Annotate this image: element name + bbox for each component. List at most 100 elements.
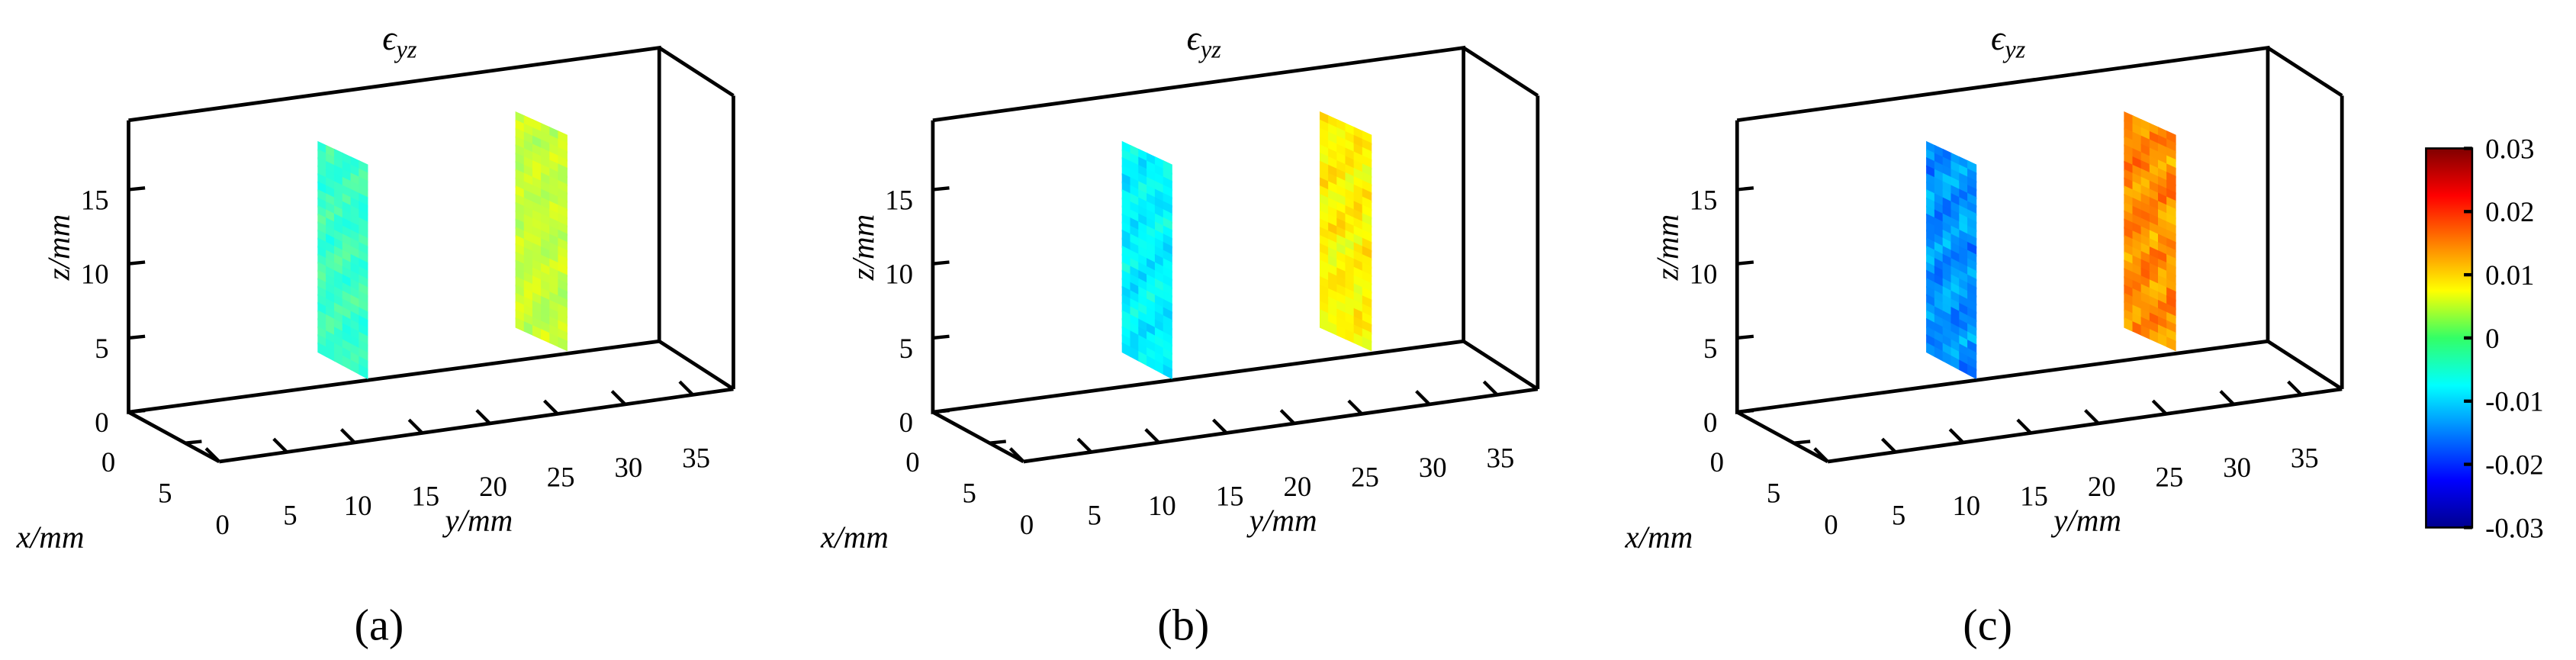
y-tick-label: 35 xyxy=(682,442,710,473)
z-tick-label: 5 xyxy=(899,333,913,364)
x-axis-line xyxy=(127,410,220,464)
top-right-edge xyxy=(1462,46,1539,98)
x-axis-label: x/mm xyxy=(1624,519,1693,554)
y-tick-mark xyxy=(1144,428,1160,444)
z-axis-label: z/mm xyxy=(845,214,880,282)
z-tick-mark xyxy=(1737,334,1754,340)
z-tick-mark xyxy=(932,186,950,192)
back-wall xyxy=(931,45,1465,414)
y-tick-mark xyxy=(2219,390,2235,406)
x-tick-mark xyxy=(1737,408,1754,414)
y-tick-label: 0 xyxy=(1020,509,1034,540)
z-tick-label: 15 xyxy=(81,184,109,215)
y-tick-label: 25 xyxy=(1351,461,1379,492)
z-tick-mark xyxy=(932,260,950,266)
y-tick-label: 30 xyxy=(1419,452,1447,483)
colorbar-tick-label: -0.03 xyxy=(2485,512,2544,543)
slice-cell xyxy=(558,336,568,352)
z-tick-mark xyxy=(1737,260,1754,266)
y-tick-mark xyxy=(2084,409,2100,425)
y-tick-mark xyxy=(1347,399,1363,415)
y-axis-label: y/mm xyxy=(1246,503,1317,538)
y-axis-label: y/mm xyxy=(2050,503,2121,538)
strain-slice-2 xyxy=(515,111,568,352)
slice-cell xyxy=(1362,336,1372,352)
axes-box xyxy=(931,45,1540,464)
x-tick-mark xyxy=(1793,439,1811,445)
y-axis-line xyxy=(1827,387,2343,464)
x-tick-label: 5 xyxy=(1767,477,1780,508)
x-axis-line xyxy=(1736,410,1829,464)
y-tick-label: 35 xyxy=(1487,442,1515,473)
y-tick-mark xyxy=(272,437,288,453)
panel-caption: (b) xyxy=(1157,600,1209,649)
z-tick-label: 15 xyxy=(885,184,913,215)
x-tick-mark xyxy=(989,439,1006,445)
panel-title: ϵyz xyxy=(1991,19,2026,64)
x-tick-mark xyxy=(185,439,202,445)
y-tick-mark xyxy=(2151,399,2168,415)
z-tick-label: 5 xyxy=(1703,333,1717,364)
x-tick-label: 5 xyxy=(158,477,172,508)
y-tick-mark xyxy=(543,399,559,415)
back-wall xyxy=(1735,45,2270,414)
y-axis-line xyxy=(1023,387,1539,464)
y-tick-mark xyxy=(1813,447,1829,463)
z-tick-mark xyxy=(128,260,146,266)
y-tick-label: 0 xyxy=(215,509,229,540)
x-axis-line xyxy=(931,410,1024,464)
strain-slice-2 xyxy=(1319,111,1372,352)
y-tick-mark xyxy=(1076,437,1092,453)
strain-slice-1 xyxy=(317,140,368,380)
strain-slice-1 xyxy=(1121,140,1172,380)
y-tick-label: 0 xyxy=(1824,509,1838,540)
z-tick-label: 5 xyxy=(95,333,108,364)
axes-box xyxy=(127,45,735,464)
x-tick-mark xyxy=(932,408,950,414)
bottom-right-edge xyxy=(658,340,735,391)
y-tick-label: 25 xyxy=(2156,461,2184,492)
y-tick-label: 15 xyxy=(1216,481,1244,512)
y-tick-mark xyxy=(1415,390,1431,406)
bottom-right-edge xyxy=(2266,340,2343,391)
panel-caption: (a) xyxy=(355,600,404,649)
y-tick-mark xyxy=(678,380,694,396)
back-wall xyxy=(127,45,661,414)
x-tick-mark xyxy=(128,408,146,414)
x-tick-label: 5 xyxy=(963,477,976,508)
z-tick-mark xyxy=(1737,186,1754,192)
y-tick-label: 10 xyxy=(1952,490,1980,521)
y-tick-mark xyxy=(610,390,627,406)
slice-cell xyxy=(2166,336,2176,352)
axes-box xyxy=(1735,45,2344,464)
slice-cell xyxy=(1967,364,1977,380)
x-tick-label: 0 xyxy=(905,446,919,478)
z-tick-label: 15 xyxy=(1690,184,1718,215)
y-tick-label: 10 xyxy=(344,490,372,521)
x-axis-label: x/mm xyxy=(16,519,85,554)
y-tick-mark xyxy=(1880,437,1897,453)
y-tick-label: 35 xyxy=(2291,442,2319,473)
z-tick-label: 0 xyxy=(899,407,913,438)
panel-title: ϵyz xyxy=(1187,19,1222,64)
x-axis-label: x/mm xyxy=(820,519,889,554)
panel-caption: (c) xyxy=(1963,600,2012,649)
z-tick-label: 10 xyxy=(1690,259,1718,290)
colorbar: 0.03 0.02 0.01 0 -0.01 -0.02 -0.03 xyxy=(2425,133,2544,543)
y-tick-mark xyxy=(2287,380,2303,396)
top-right-edge xyxy=(2266,46,2343,98)
y-tick-label: 30 xyxy=(2223,452,2251,483)
colorbar-tick-label: -0.02 xyxy=(2485,449,2544,481)
z-tick-label: 0 xyxy=(1703,407,1717,438)
y-tick-label: 20 xyxy=(1283,471,1311,502)
z-tick-mark xyxy=(128,334,146,340)
z-tick-label: 10 xyxy=(81,259,109,290)
panel-title: ϵyz xyxy=(382,19,417,64)
z-tick-label: 0 xyxy=(95,407,108,438)
y-axis-line xyxy=(219,387,734,464)
slice-cell xyxy=(359,364,368,380)
top-right-edge xyxy=(658,46,735,98)
